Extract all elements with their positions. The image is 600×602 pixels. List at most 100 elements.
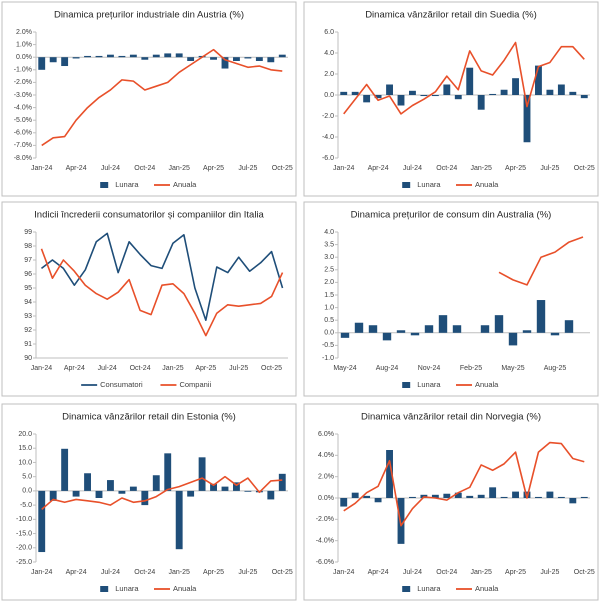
x-tick-label: Apr-25 <box>195 365 216 372</box>
legend-label: Lunara <box>417 180 441 189</box>
legend-label: Companii <box>179 380 211 389</box>
bar <box>535 496 542 498</box>
y-tick-label: -15.0 <box>16 530 32 537</box>
bar <box>477 494 485 498</box>
x-tick-label: Apr-25 <box>203 165 224 172</box>
bar <box>443 84 451 95</box>
bar <box>49 57 57 63</box>
line-series <box>343 41 585 115</box>
x-tick-label: Jul-25 <box>229 365 248 372</box>
bar <box>221 57 229 69</box>
bar <box>550 332 560 336</box>
bar <box>141 57 149 60</box>
line-series <box>40 232 284 321</box>
x-tick-label: Nov-24 <box>418 365 441 372</box>
bar <box>210 483 217 491</box>
legend-label: Anuala <box>475 180 499 189</box>
y-tick-label: 0.0% <box>318 495 334 502</box>
x-tick-label: Apr-24 <box>66 165 87 172</box>
bar <box>244 490 252 492</box>
legend-label: Anuala <box>173 584 197 593</box>
x-tick-label: Aug-24 <box>376 365 399 372</box>
chart-panel: Dinamica prețurilor de consum din Austra… <box>303 201 599 397</box>
y-tick-label: -5.0 <box>20 502 32 509</box>
y-tick-label: -4.0 <box>322 134 334 141</box>
chart-panel: Dinamica vânzărilor retail din Estonia (… <box>1 403 297 601</box>
bar <box>512 78 519 95</box>
bar <box>580 95 588 99</box>
bar <box>564 320 574 333</box>
bar <box>38 57 46 70</box>
bar <box>354 322 364 333</box>
y-tick-label: 93 <box>24 313 32 320</box>
y-tick-label: 96 <box>24 271 32 278</box>
y-tick-label: 90 <box>24 355 32 362</box>
x-tick-label: Jul-25 <box>540 569 559 576</box>
panel-border <box>1 201 297 397</box>
x-tick-label: Jul-25 <box>540 165 559 172</box>
line-series <box>40 248 284 337</box>
chart-title: Dinamica vânzărilor retail din Estonia (… <box>62 412 236 423</box>
y-tick-label: 97 <box>24 257 32 264</box>
bar <box>340 332 350 338</box>
y-tick-label: 1.0 <box>324 304 334 311</box>
legend-label: Lunara <box>115 180 139 189</box>
chart-title: Indicii încrederii consumatorilor și com… <box>34 210 264 221</box>
bar <box>374 95 382 99</box>
bar <box>351 91 359 95</box>
bar <box>508 332 518 346</box>
y-tick-label: 6.0% <box>318 431 334 438</box>
y-tick-label: 2.0 <box>324 71 334 78</box>
bar <box>340 498 348 507</box>
y-tick-label: 0.0 <box>324 330 334 337</box>
bar <box>351 492 359 498</box>
x-tick-label: May-24 <box>333 365 356 372</box>
y-tick-label: -8.0% <box>14 155 32 162</box>
bar <box>480 325 490 333</box>
x-tick-label: Jul-24 <box>98 365 117 372</box>
bar <box>443 493 451 498</box>
bar <box>129 54 137 58</box>
bar <box>410 332 420 336</box>
bar <box>187 490 195 497</box>
y-tick-label: -2.0% <box>14 79 32 86</box>
y-tick-label: 0.0% <box>16 54 32 61</box>
legend-swatch <box>100 182 109 188</box>
bar <box>175 490 183 550</box>
y-tick-label: 3.5 <box>324 241 334 248</box>
bar <box>198 457 206 491</box>
x-tick-label: Jan-24 <box>31 165 53 172</box>
y-tick-label: -6.0% <box>316 559 334 566</box>
bar <box>569 91 577 95</box>
bar <box>431 494 439 498</box>
bar <box>557 496 565 498</box>
panel-border <box>303 201 599 397</box>
x-tick-label: Jan-24 <box>31 365 53 372</box>
y-tick-label: 6.0 <box>324 29 334 36</box>
bar <box>454 95 462 100</box>
y-tick-label: -10.0 <box>16 516 32 523</box>
chart-panel: Dinamica prețurilor industriale din Aust… <box>1 1 297 197</box>
bar <box>278 54 286 58</box>
y-tick-label: 20.0 <box>18 431 32 438</box>
line-series <box>498 236 584 286</box>
y-tick-label: 95 <box>24 285 32 292</box>
bar <box>386 84 393 95</box>
y-tick-label: 0.0 <box>324 92 334 99</box>
y-tick-label: 92 <box>24 327 32 334</box>
bar <box>466 67 474 95</box>
y-tick-label: 99 <box>24 229 32 236</box>
y-tick-label: -6.0% <box>14 130 32 137</box>
bar <box>569 498 577 504</box>
x-tick-label: Jan-24 <box>31 569 53 576</box>
bar <box>221 486 229 491</box>
x-tick-label: Oct-24 <box>134 569 155 576</box>
x-tick-label: Oct-24 <box>436 569 457 576</box>
chart-panel: Dinamica vânzărilor retail din Norvegia … <box>303 403 599 601</box>
bar <box>466 495 474 498</box>
bar <box>489 487 497 498</box>
bar <box>141 490 149 506</box>
y-tick-label: 94 <box>24 299 32 306</box>
bar <box>267 490 275 500</box>
